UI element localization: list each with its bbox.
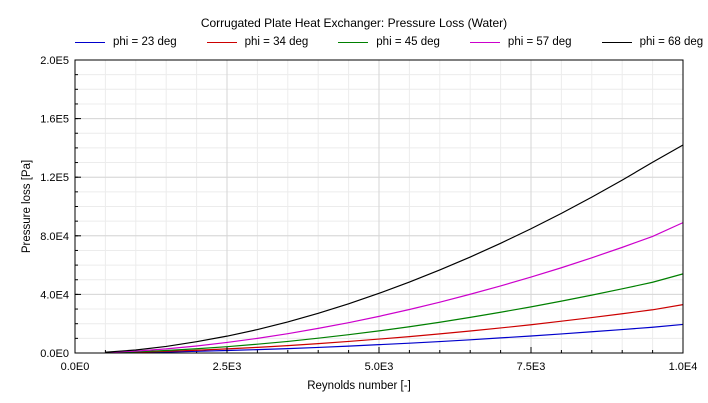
legend-item: phi = 57 deg xyxy=(469,36,572,48)
x-axis-title: Reynolds number [-] xyxy=(307,380,411,392)
legend: phi = 23 deg phi = 34 deg phi = 45 deg phi … xyxy=(75,36,708,48)
series-line xyxy=(105,323,684,354)
series-line xyxy=(105,304,684,354)
series-line xyxy=(105,144,684,353)
legend-swatch xyxy=(338,41,369,43)
y-axis-title: Pressure loss [Pa] xyxy=(21,160,33,253)
legend-item: phi = 45 deg xyxy=(338,36,440,48)
legend-swatch xyxy=(206,41,237,43)
legend-label: phi = 57 deg xyxy=(507,36,572,48)
legend-item: phi = 23 deg xyxy=(75,36,177,48)
y-tick-label: 2.0E5 xyxy=(40,55,69,67)
x-tick-label: 1.0E4 xyxy=(669,361,698,373)
x-tick-label: 0.0E0 xyxy=(61,361,90,373)
x-tick-label: 2.5E3 xyxy=(213,361,242,373)
x-tick-label: 5.0E3 xyxy=(365,361,394,373)
legend-label: phi = 34 deg xyxy=(244,36,309,48)
y-tick-label: 0.0E0 xyxy=(40,348,69,360)
legend-swatch xyxy=(75,41,105,43)
chart-title: Corrugated Plate Heat Exchanger: Pressur… xyxy=(200,16,508,30)
series-line xyxy=(105,222,684,354)
y-tick-label: 4.0E4 xyxy=(40,289,69,301)
x-tick-label: 7.5E3 xyxy=(517,361,546,373)
legend-label: phi = 68 deg xyxy=(639,36,704,48)
legend-swatch xyxy=(601,41,632,43)
legend-label: phi = 45 deg xyxy=(376,36,440,48)
legend-swatch xyxy=(469,41,500,43)
y-tick-label: 1.6E5 xyxy=(40,114,69,126)
y-tick-label: 1.2E5 xyxy=(40,172,69,184)
series-line xyxy=(105,273,684,354)
y-tick-label: 8.0E4 xyxy=(40,231,69,243)
legend-item: phi = 68 deg xyxy=(601,36,704,48)
legend-label: phi = 23 deg xyxy=(113,36,177,48)
legend-item: phi = 34 deg xyxy=(206,36,309,48)
